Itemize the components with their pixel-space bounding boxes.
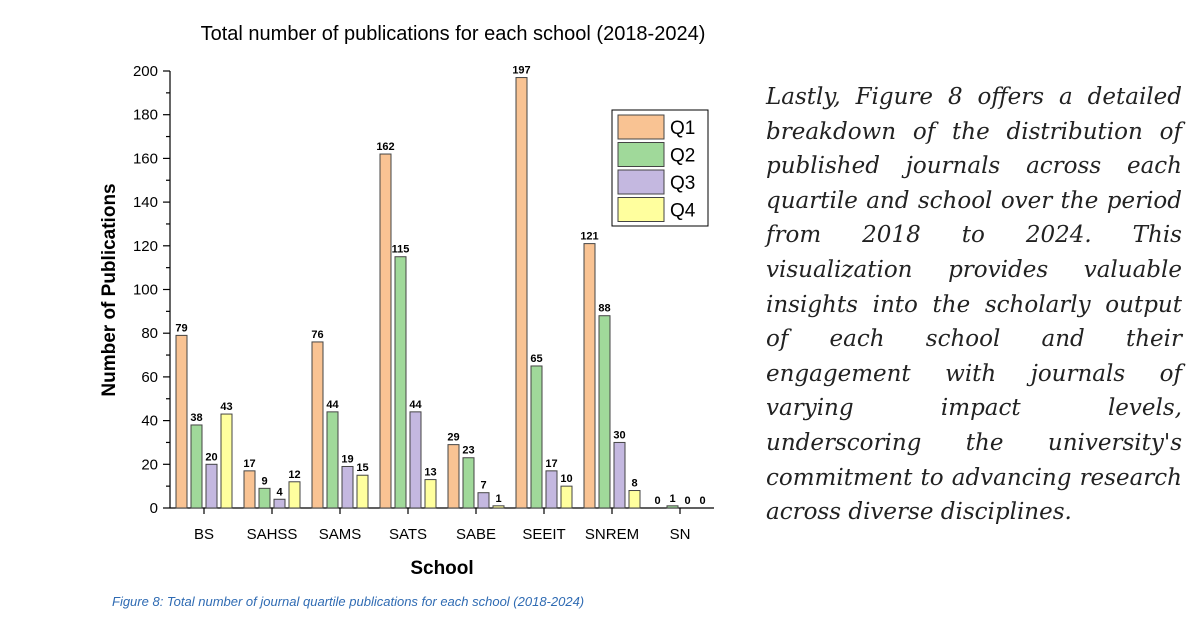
x-tick-label: BS	[194, 526, 214, 543]
legend-swatch-q3	[617, 169, 665, 195]
y-tick-label: 160	[133, 150, 158, 167]
bar-q4-sats	[424, 479, 437, 509]
data-label: 76	[311, 329, 323, 341]
bar-q3-seeit	[545, 470, 558, 509]
data-label: 30	[613, 429, 625, 441]
bar-q2-sabe	[462, 457, 475, 509]
bar-q4-bs	[220, 413, 233, 509]
bar-q4-sams	[356, 474, 369, 509]
legend: Q1 Q2 Q3 Q4	[611, 109, 709, 227]
legend-swatch-q2	[617, 142, 665, 167]
data-label: 9	[261, 475, 267, 487]
data-label: 15	[356, 462, 368, 474]
bar-q2-sn	[666, 505, 679, 509]
data-label: 0	[684, 495, 690, 507]
bar-q2-sats	[394, 256, 407, 509]
data-label: 1	[495, 493, 501, 505]
data-label: 0	[654, 495, 660, 507]
data-label: 121	[580, 231, 598, 243]
x-tick-label: SNREM	[585, 526, 639, 543]
legend-label-q4: Q4	[670, 201, 696, 222]
bar-q4-seeit	[560, 485, 573, 509]
data-label: 88	[598, 303, 610, 315]
x-tick-label: SEEIT	[522, 526, 565, 543]
legend-swatch-q4	[617, 197, 665, 222]
y-tick-label: 80	[141, 325, 158, 342]
data-label: 4	[276, 486, 283, 498]
bar-q2-sahss	[258, 487, 271, 509]
legend-label-q3: Q3	[670, 173, 695, 194]
data-label: 44	[326, 399, 339, 411]
data-label: 17	[545, 458, 557, 470]
data-label: 79	[175, 322, 187, 334]
data-label: 65	[530, 353, 542, 365]
data-label: 23	[462, 445, 474, 457]
x-tick-label: SABE	[456, 526, 496, 543]
bar-q3-sats	[409, 411, 422, 509]
data-label: 43	[220, 401, 232, 413]
legend-label-q2: Q2	[670, 146, 695, 167]
bar-chart: Total number of publications for each sc…	[99, 23, 714, 579]
bar-q1-snrem	[583, 243, 596, 509]
data-label: 20	[205, 451, 217, 463]
bar-q2-snrem	[598, 315, 611, 509]
bar-q1-sats	[379, 153, 392, 509]
bar-q1-sabe	[447, 444, 460, 509]
data-label: 29	[447, 432, 459, 444]
bar-q1-sahss	[243, 470, 256, 509]
data-label: 19	[341, 453, 353, 465]
figure-caption: Figure 8: Total number of journal quarti…	[112, 594, 585, 609]
bar-q4-sabe	[492, 505, 505, 509]
data-label: 44	[409, 399, 422, 411]
bar-q1-bs	[175, 334, 188, 509]
x-tick-label: SAMS	[319, 526, 362, 543]
plot-area: 020406080100120140160180200BS79382043SAH…	[133, 63, 714, 543]
data-label: 197	[512, 65, 530, 77]
y-tick-label: 40	[141, 413, 158, 430]
y-tick-label: 60	[141, 369, 158, 386]
bar-q1-sams	[311, 341, 324, 509]
bar-q2-seeit	[530, 365, 543, 509]
y-tick-label: 140	[133, 194, 158, 211]
y-axis-title: Number of Publications	[99, 183, 120, 396]
legend-swatch-q1	[617, 114, 665, 140]
y-tick-label: 100	[133, 282, 158, 299]
data-label: 162	[376, 141, 394, 153]
y-tick-label: 120	[133, 238, 158, 255]
bar-q3-sabe	[477, 492, 490, 509]
bar-q2-sams	[326, 411, 339, 509]
data-label: 7	[480, 480, 486, 492]
body-paragraph: Lastly, Figure 8 offers a detailed break…	[766, 84, 1182, 526]
data-label: 8	[631, 478, 637, 490]
y-tick-label: 20	[141, 456, 158, 473]
data-label: 0	[699, 495, 705, 507]
data-label: 10	[560, 473, 572, 485]
bar-q3-bs	[205, 463, 218, 509]
bar-q3-snrem	[613, 441, 626, 509]
y-tick-label: 180	[133, 107, 158, 124]
y-tick-label: 200	[133, 63, 158, 80]
bar-q3-sahss	[273, 498, 286, 509]
x-axis-title: School	[410, 558, 473, 579]
x-tick-label: SATS	[389, 526, 427, 543]
data-label: 38	[190, 412, 202, 424]
bar-q2-bs	[190, 424, 203, 509]
legend-label-q1: Q1	[670, 118, 695, 139]
bar-q4-sahss	[288, 481, 301, 509]
bar-q1-seeit	[515, 77, 528, 509]
chart-title: Total number of publications for each sc…	[201, 23, 706, 45]
y-tick-label: 0	[150, 500, 158, 517]
data-label: 115	[392, 244, 410, 256]
bar-q4-snrem	[628, 490, 641, 509]
data-label: 13	[424, 467, 436, 479]
x-tick-label: SN	[670, 526, 691, 543]
data-label: 17	[243, 458, 255, 470]
bar-q3-sams	[341, 465, 354, 509]
data-label: 1	[669, 493, 675, 505]
data-label: 12	[288, 469, 300, 481]
x-tick-label: SAHSS	[247, 526, 298, 543]
